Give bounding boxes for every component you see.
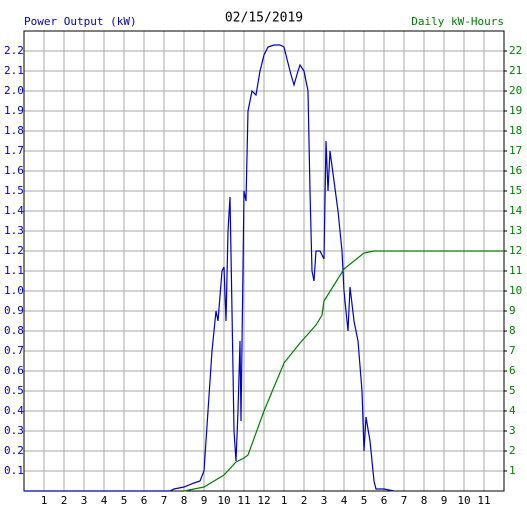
y2-tick-label: 9 (509, 304, 516, 317)
y2-tick-label: 1 (509, 464, 516, 477)
y2-tick-label: 21 (509, 64, 522, 77)
x-tick-label: 2 (301, 494, 308, 507)
y2-tick-label: 10 (509, 284, 522, 297)
y-tick-label: 1.6 (4, 164, 24, 177)
x-tick-label: 8 (181, 494, 188, 507)
x-tick-label: 4 (101, 494, 108, 507)
x-tick-label: 1 (281, 494, 288, 507)
y-tick-label: 0.8 (4, 324, 24, 337)
y-tick-label: 1.9 (4, 104, 24, 117)
x-tick-label: 6 (141, 494, 148, 507)
y-tick-label: 2.2 (4, 44, 24, 57)
y-tick-label: 1.4 (4, 204, 24, 217)
x-tick-label: 6 (381, 494, 388, 507)
y2-tick-label: 5 (509, 384, 516, 397)
y-tick-label: 0.2 (4, 444, 24, 457)
series-line (183, 250, 504, 492)
x-tick-label: 3 (321, 494, 328, 507)
x-tick-label: 4 (341, 494, 348, 507)
x-tick-label: 7 (161, 494, 168, 507)
y-tick-label: 1.3 (4, 224, 24, 237)
y-tick-label: 1.0 (4, 284, 24, 297)
series-line (24, 44, 395, 492)
plot-border (23, 30, 505, 492)
y2-tick-label: 3 (509, 424, 516, 437)
y-tick-label: 1.1 (4, 264, 24, 277)
y2-tick-label: 11 (509, 264, 522, 277)
y-tick-label: 0.6 (4, 364, 24, 377)
y2-tick-label: 8 (509, 324, 516, 337)
y2-tick-label: 16 (509, 164, 522, 177)
y2-tick-label: 18 (509, 124, 522, 137)
y2-tick-label: 17 (509, 144, 522, 157)
y-tick-label: 0.7 (4, 344, 24, 357)
x-tick-label: 12 (257, 494, 270, 507)
x-tick-label: 9 (441, 494, 448, 507)
y-tick-label: 0.9 (4, 304, 24, 317)
y-tick-label: 1.8 (4, 124, 24, 137)
y2-tick-label: 22 (509, 44, 522, 57)
x-tick-label: 11 (477, 494, 490, 507)
y-tick-label: 1.7 (4, 144, 24, 157)
x-tick-label: 1 (41, 494, 48, 507)
x-tick-label: 5 (361, 494, 368, 507)
y-tick-label: 2.0 (4, 84, 24, 97)
y-axis-label: Power Output (kW) (24, 15, 137, 28)
chart-title: 02/15/2019 (225, 11, 303, 26)
y2-axis-label: Daily kW-Hours (411, 15, 504, 28)
y2-tick-label: 14 (509, 204, 523, 217)
y2-tick-label: 19 (509, 104, 522, 117)
y-tick-label: 0.4 (4, 404, 24, 417)
y-tick-label: 0.3 (4, 424, 24, 437)
y-tick-label: 0.1 (4, 464, 24, 477)
y-tick-label: 0.5 (4, 384, 24, 397)
y2-tick-label: 20 (509, 84, 522, 97)
x-tick-label: 8 (421, 494, 428, 507)
y2-tick-label: 7 (509, 344, 516, 357)
y-tick-label: 2.1 (4, 64, 24, 77)
x-tick-label: 10 (457, 494, 470, 507)
y2-tick-label: 13 (509, 224, 522, 237)
x-tick-label: 5 (121, 494, 128, 507)
y2-tick-label: 4 (509, 404, 516, 417)
x-tick-label: 7 (401, 494, 408, 507)
y-tick-label: 1.5 (4, 184, 24, 197)
x-tick-label: 3 (81, 494, 88, 507)
y2-tick-label: 12 (509, 244, 522, 257)
y2-tick-label: 15 (509, 184, 522, 197)
y-tick-label: 1.2 (4, 244, 24, 257)
x-tick-label: 2 (61, 494, 68, 507)
y2-tick-label: 6 (509, 364, 516, 377)
x-tick-label: 10 (217, 494, 230, 507)
x-tick-label: 9 (201, 494, 208, 507)
y2-tick-label: 2 (509, 444, 516, 457)
x-tick-label: 11 (237, 494, 250, 507)
